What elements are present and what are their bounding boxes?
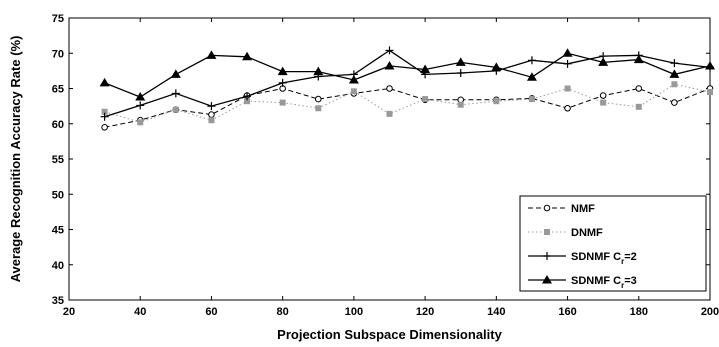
data-point-s0-15: [635, 85, 643, 92]
y-axis-label: Average Recognition Accuracy Rate (%): [8, 36, 23, 283]
data-point-s2-0: [100, 112, 109, 121]
data-point-s1-7: [350, 88, 357, 95]
data-point-s0-6: [314, 95, 322, 103]
legend-marker-1: [544, 229, 550, 235]
data-point-s1-1: [137, 119, 144, 126]
legend-box: [519, 195, 707, 292]
data-point-s3-13: [562, 48, 573, 57]
data-point-s1-11: [493, 98, 500, 105]
x-tick-label: 20: [63, 306, 75, 318]
data-point-s1-4: [244, 98, 251, 105]
data-point-s0-8: [386, 85, 393, 92]
y-tick-label: 70: [52, 48, 64, 60]
y-tick-label: 50: [52, 189, 64, 201]
data-point-s0-16: [671, 99, 678, 106]
data-point-s3-3: [206, 50, 217, 59]
data-point-s2-2: [171, 89, 180, 98]
series-line-1: [104, 83, 711, 123]
data-point-s1-14: [600, 99, 607, 106]
data-point-s3-0: [99, 77, 110, 87]
x-tick-label: 40: [134, 306, 146, 318]
x-tick-label: 140: [487, 306, 505, 318]
data-point-s0-3: [208, 111, 215, 118]
data-point-s3-6: [313, 66, 324, 76]
legend-label-3: SDNMF Cr=3: [571, 275, 637, 290]
data-point-s1-13: [564, 85, 571, 92]
legend-marker-3: [542, 275, 552, 284]
y-tick-label: 55: [52, 154, 64, 166]
data-point-s2-8: [385, 46, 394, 55]
axis-ticks: 20 40 60 80 100 120 140 160 180 200 35 40 45 50 55 60 65…: [52, 13, 719, 318]
data-point-s1-6: [315, 105, 322, 112]
data-point-s1-17: [707, 89, 713, 96]
series-line-0: [104, 87, 711, 128]
data-point-s2-5: [278, 78, 287, 87]
data-point-s3-4: [242, 51, 253, 61]
data-point-s3-14: [598, 57, 609, 66]
y-tick-label: 60: [52, 119, 64, 131]
data-point-s3-1: [135, 91, 146, 101]
series-line-3: [104, 52, 711, 98]
data-point-s2-10: [456, 68, 465, 77]
data-point-s1-3: [208, 117, 215, 124]
data-point-s3-7: [348, 75, 359, 84]
y-tick-label: 45: [52, 225, 64, 237]
x-tick-label: 120: [416, 306, 434, 318]
y-tick-label: 35: [52, 295, 64, 307]
x-tick-label: 180: [630, 306, 648, 318]
data-point-s0-0: [101, 123, 108, 131]
x-axis-label: Projection Subspace Dimensionality: [277, 327, 502, 342]
legend-label-0: NMF: [571, 203, 595, 215]
data-point-s0-13: [564, 104, 571, 112]
data-point-s1-5: [279, 99, 286, 106]
data-point-s3-16: [669, 69, 680, 78]
data-point-s3-11: [491, 62, 502, 71]
data-point-s1-9: [422, 96, 429, 103]
x-tick-label: 80: [277, 306, 289, 318]
data-point-s2-16: [670, 59, 679, 68]
data-point-s3-12: [526, 72, 537, 81]
legend-label-2: SDNMF Cr=2: [571, 251, 637, 266]
data-point-s3-5: [277, 66, 288, 76]
y-tick-label: 75: [52, 13, 64, 25]
data-point-s0-14: [599, 92, 607, 99]
data-point-s1-2: [172, 106, 179, 113]
data-point-s2-4: [243, 92, 252, 101]
data-point-s1-15: [635, 103, 642, 110]
data-point-s2-3: [207, 102, 216, 111]
data-point-s1-16: [671, 81, 678, 88]
series-group: [99, 46, 715, 131]
data-point-s3-8: [384, 60, 395, 70]
data-point-s3-10: [455, 57, 466, 66]
data-point-s3-9: [420, 64, 431, 73]
data-point-s3-15: [633, 54, 644, 64]
y-tick-label: 40: [52, 260, 64, 272]
x-tick-label: 100: [345, 306, 363, 318]
legend-marker-2: [543, 252, 551, 260]
data-point-s2-13: [563, 59, 572, 68]
data-point-s1-0: [101, 108, 108, 115]
series-line-2: [104, 49, 711, 118]
data-point-s3-2: [170, 69, 181, 78]
data-point-s1-8: [386, 110, 393, 117]
x-tick-label: 60: [205, 306, 217, 318]
data-point-s2-12: [527, 56, 536, 65]
x-tick-label: 200: [701, 306, 719, 318]
x-tick-label: 160: [558, 306, 576, 318]
y-tick-label: 65: [52, 84, 64, 96]
data-point-s1-12: [528, 96, 535, 103]
legend: NMF DNMF SDNMF Cr=2 SDNMF Cr=3: [519, 195, 707, 292]
legend-marker-0: [543, 204, 551, 212]
data-point-s1-10: [457, 101, 464, 108]
data-point-s3-17: [705, 60, 715, 70]
data-point-s2-1: [136, 101, 145, 110]
legend-label-1: DNMF: [571, 227, 603, 239]
